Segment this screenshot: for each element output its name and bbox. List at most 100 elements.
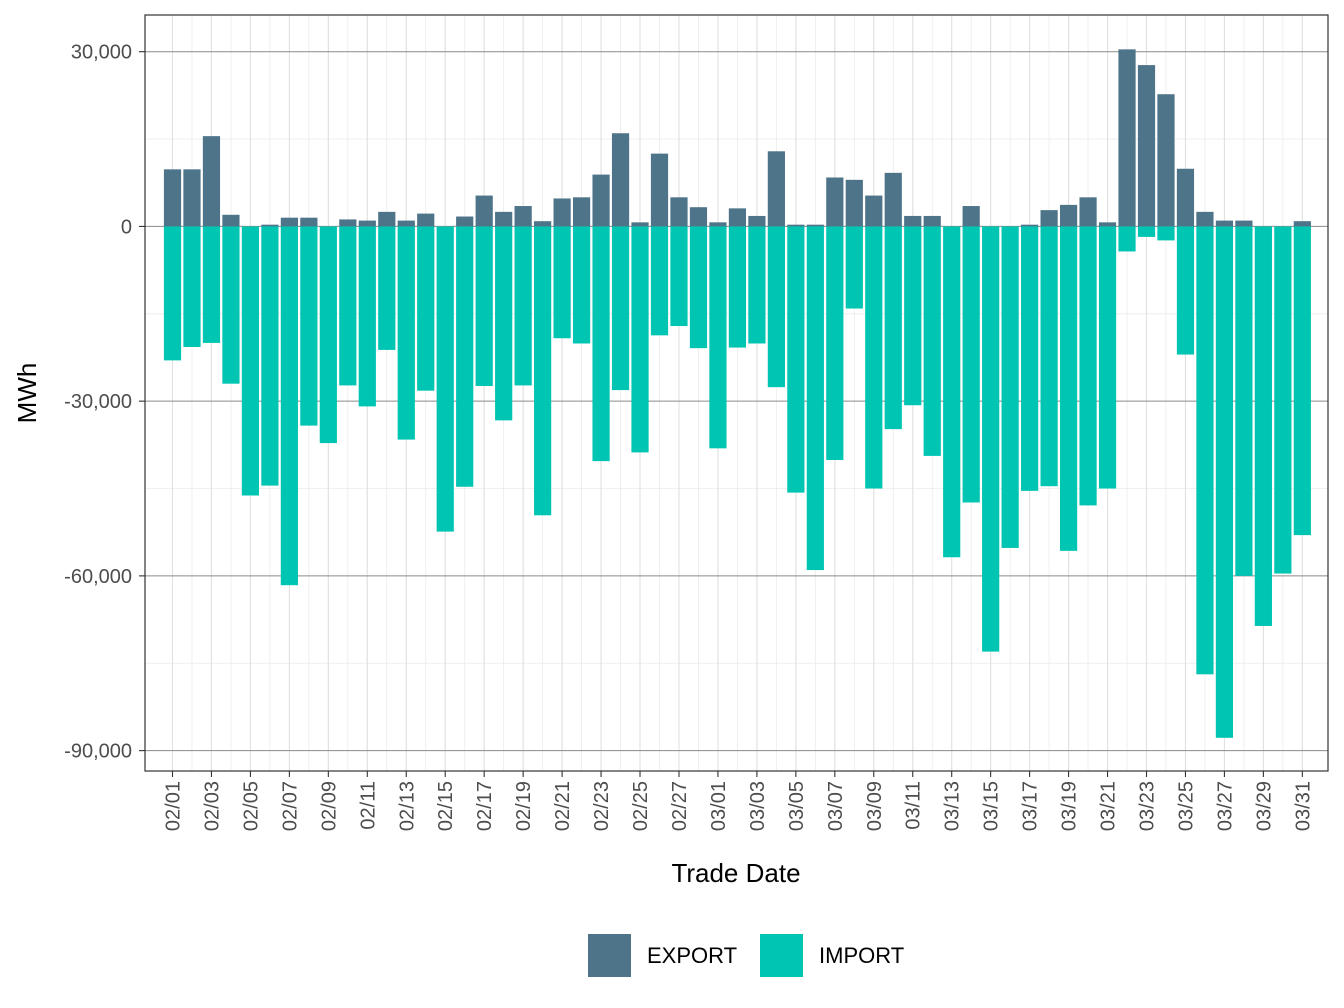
bar-import	[631, 226, 649, 453]
bar-export	[787, 224, 805, 227]
bar-import	[748, 226, 766, 344]
bar-import	[319, 226, 337, 444]
bar-export	[709, 222, 727, 227]
bar-import	[553, 226, 571, 339]
plot-panel	[144, 14, 1329, 772]
x-tick-label: 02/23	[591, 781, 613, 831]
bar-export	[456, 216, 474, 227]
bar-export	[611, 133, 630, 227]
bar-export	[884, 172, 902, 227]
bar-import	[1040, 226, 1058, 487]
bar-export	[806, 224, 824, 227]
bar-import	[183, 226, 201, 347]
bar-export	[767, 151, 785, 227]
legend-label-import: IMPORT	[819, 943, 904, 968]
bar-export	[534, 221, 552, 227]
bar-import	[611, 226, 630, 391]
x-tick-label: 02/25	[630, 781, 652, 831]
bar-export	[631, 222, 649, 227]
x-tick-label: 02/13	[396, 781, 418, 831]
y-axis-title: MWh	[12, 363, 42, 424]
bar-import	[339, 226, 357, 386]
x-tick-label: 02/15	[435, 781, 457, 831]
bar-export	[1137, 65, 1156, 227]
bar-import	[592, 226, 610, 462]
bar-import	[1118, 226, 1136, 252]
bar-import	[670, 226, 688, 327]
x-tick-label: 02/03	[201, 781, 223, 831]
x-tick-label: 02/05	[240, 781, 262, 831]
bar-export	[397, 220, 415, 227]
x-tick-label: 03/19	[1059, 781, 1081, 831]
bar-export	[1196, 211, 1214, 227]
x-tick-label: 03/23	[1137, 781, 1159, 831]
x-axis: 02/01 02/03 02/05 02/07 02/09 02/11 02/13 02/15…	[163, 771, 1314, 831]
bar-import	[163, 226, 182, 361]
bar-export	[1040, 210, 1058, 227]
bar-import	[572, 226, 591, 344]
bar-import	[1098, 226, 1117, 489]
bar-import	[943, 226, 961, 558]
bar-import	[397, 226, 415, 440]
y-tick-label: -60,000	[64, 566, 132, 588]
bar-import	[1196, 226, 1214, 675]
x-tick-label: 03/17	[1020, 781, 1042, 831]
bar-export	[358, 220, 376, 227]
bar-export	[572, 197, 591, 227]
bar-import	[436, 226, 454, 532]
x-tick-label: 02/21	[552, 781, 574, 831]
bar-import	[767, 226, 785, 388]
bar-export	[183, 169, 201, 227]
bar-export	[670, 197, 688, 227]
bar-import	[378, 226, 396, 350]
bar-export	[378, 211, 396, 227]
x-tick-label: 02/17	[474, 781, 496, 831]
plot-panel-border	[144, 14, 1329, 772]
bar-export	[865, 195, 883, 227]
bar-export	[1021, 224, 1039, 227]
x-tick-label: 02/27	[669, 781, 691, 831]
x-tick-label: 03/15	[981, 781, 1003, 831]
bar-import	[1079, 226, 1097, 506]
bar-export	[1157, 94, 1175, 227]
bar-import	[1176, 226, 1195, 355]
bar-import	[1235, 226, 1253, 576]
legend-key-import	[760, 934, 803, 977]
bar-import	[728, 226, 747, 348]
bar-export	[845, 179, 863, 227]
bar-export	[728, 208, 747, 227]
x-tick-label: 03/03	[747, 781, 769, 831]
bar-export	[514, 206, 532, 227]
bar-export	[1118, 49, 1136, 227]
bar-import	[514, 226, 532, 386]
bar-import	[689, 226, 708, 349]
bar-export	[962, 206, 980, 227]
bar-import	[904, 226, 922, 406]
bar-export	[1098, 222, 1117, 227]
bar-export	[650, 153, 669, 227]
bar-import	[534, 226, 552, 516]
legend-label-export: EXPORT	[647, 943, 737, 968]
bar-import	[650, 226, 669, 336]
bar-export	[1176, 168, 1195, 227]
bar-export	[417, 213, 435, 227]
bar-import	[202, 226, 221, 343]
x-tick-label: 03/05	[786, 781, 808, 831]
bar-export	[1293, 221, 1311, 227]
y-tick-label: -90,000	[64, 741, 132, 763]
x-axis-title: Trade Date	[671, 858, 800, 888]
bar-import	[787, 226, 805, 493]
bar-export	[1079, 197, 1097, 227]
bar-import	[1293, 226, 1311, 536]
bar-import	[261, 226, 279, 486]
y-axis: 30,000 0 -30,000 -60,000 -90,000	[64, 42, 145, 763]
bar-import	[280, 226, 298, 586]
bar-export	[748, 215, 766, 227]
bar-export	[300, 217, 318, 227]
bars	[163, 49, 1311, 738]
legend: EXPORT IMPORT	[588, 934, 904, 977]
bar-import	[1254, 226, 1272, 626]
x-tick-label: 03/01	[708, 781, 730, 831]
bar-import	[456, 226, 474, 487]
